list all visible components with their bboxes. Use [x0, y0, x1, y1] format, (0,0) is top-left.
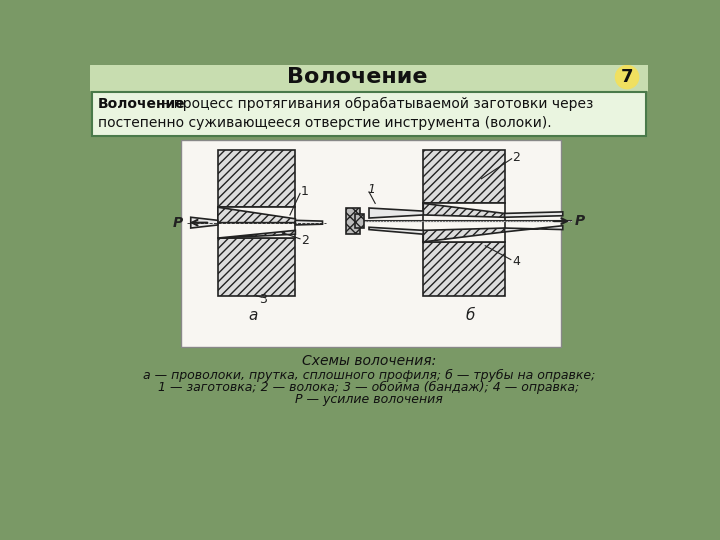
Bar [92, 92, 646, 136]
Text: 2: 2 [513, 151, 521, 164]
Polygon shape [423, 204, 505, 217]
Text: постепенно суживающееся отверстие инструмента (волоки).: постепенно суживающееся отверстие инстру… [98, 116, 552, 130]
Bar [218, 207, 295, 238]
Circle shape [616, 65, 639, 89]
Polygon shape [191, 217, 218, 228]
Polygon shape [505, 212, 563, 217]
Bar [423, 242, 505, 296]
Polygon shape [369, 227, 423, 234]
Text: б: б [465, 308, 474, 322]
Bar [90, 65, 648, 90]
Text: 1 — заготовка; 2 — волока; 3 — обойма (бандаж); 4 — оправка;: 1 — заготовка; 2 — волока; 3 — обойма (б… [158, 381, 580, 394]
Text: 3: 3 [259, 293, 267, 306]
Text: 7: 7 [621, 68, 634, 86]
Bar [218, 238, 295, 296]
Text: Волочение: Волочение [287, 67, 428, 87]
Bar [423, 150, 505, 204]
Text: Волочение: Волочение [98, 97, 185, 111]
Text: P: P [173, 215, 183, 230]
Text: а — проволоки, прутка, сплошного профиля; б — трубы на оправке;: а — проволоки, прутка, сплошного профиля… [143, 369, 595, 382]
Bar [355, 214, 364, 228]
Polygon shape [369, 208, 423, 218]
Text: 1: 1 [301, 185, 309, 198]
Text: P: P [575, 214, 585, 228]
Polygon shape [423, 228, 505, 242]
Bar [218, 150, 295, 207]
Polygon shape [295, 220, 323, 225]
Text: 2: 2 [301, 234, 309, 247]
Bar [346, 208, 360, 234]
Text: 4: 4 [513, 255, 521, 268]
Polygon shape [218, 231, 295, 238]
Text: P — усилие волочения: P — усилие волочения [295, 393, 443, 406]
Bar [181, 140, 561, 347]
Polygon shape [218, 207, 295, 222]
Text: – процесс протягивания обрабатываемой заготовки через: – процесс протягивания обрабатываемой за… [158, 97, 593, 111]
Bar [423, 204, 505, 242]
Text: а: а [248, 308, 258, 322]
Text: 1: 1 [367, 183, 375, 196]
Text: Схемы волочения:: Схемы волочения: [302, 354, 436, 368]
Polygon shape [505, 226, 563, 232]
